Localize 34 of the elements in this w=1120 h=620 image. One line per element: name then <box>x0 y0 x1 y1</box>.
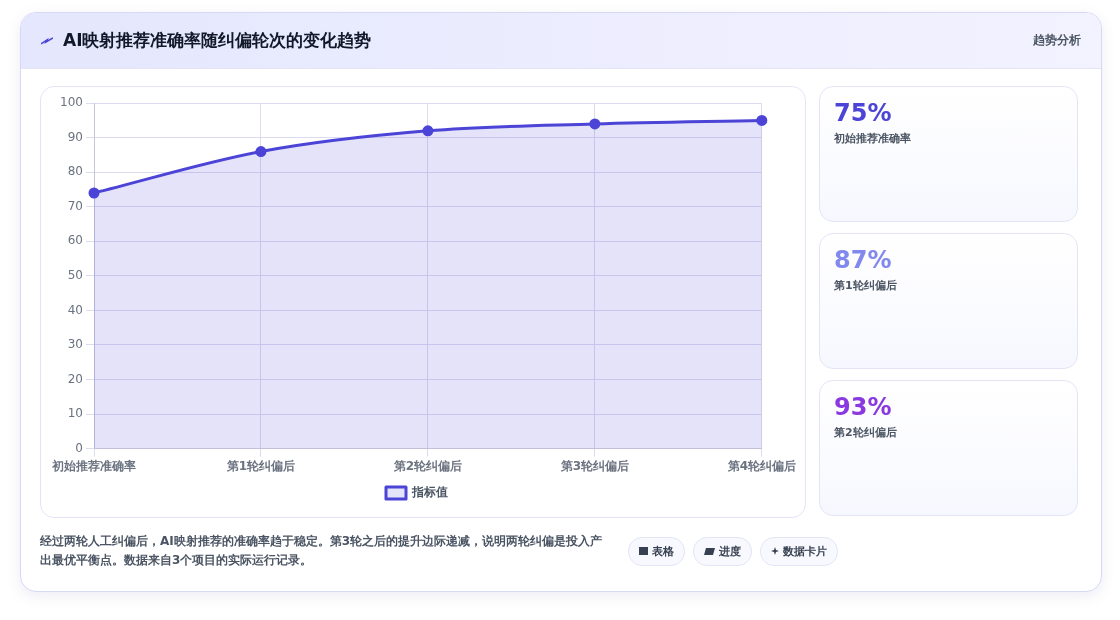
y-tick-label: 80 <box>67 164 83 179</box>
y-tick-label: 70 <box>67 198 83 213</box>
point <box>756 114 768 126</box>
y-tick-label: 40 <box>67 302 83 317</box>
text: 第2轮纠偏后 <box>834 425 898 440</box>
y-tick-label: 100 <box>60 95 83 110</box>
text: 表格 <box>652 543 674 559</box>
text: 经过两轮人工纠偏后，AI映射推荐的准确率趋于稳定。第3轮之后的提升边际递减，说明两轮纠偏是投入产出最优平衡点。数据来自3个项目的实际运行记录。 <box>40 533 604 569</box>
text: 进度 <box>719 543 741 559</box>
text: 初始推荐准确率 <box>834 131 912 146</box>
chart-title: AI映射推荐准确率随纠偏轮次的变化趋势 <box>63 29 372 52</box>
point <box>88 187 100 199</box>
y-tick-label: 90 <box>67 129 83 144</box>
text: 趋势分析 <box>1033 32 1081 49</box>
x-tick-label: 第2轮纠偏后 <box>392 458 463 473</box>
point <box>589 118 601 130</box>
y-tick-label: 0 <box>75 440 83 455</box>
x-tick-label: 第3轮纠偏后 <box>559 458 630 473</box>
y-tick-label: 20 <box>67 371 83 386</box>
text: 第1轮纠偏后 <box>834 278 898 293</box>
x-tick-label: 初始推荐准确率 <box>51 458 136 473</box>
text: 数据卡片 <box>783 543 827 559</box>
text: 93% <box>834 393 893 421</box>
x-tick-label: 第1轮纠偏后 <box>225 458 296 473</box>
point <box>255 146 267 158</box>
text: 75% <box>834 99 893 127</box>
text: 87% <box>834 246 893 274</box>
x-tick-label: 第4轮纠偏后 <box>726 458 796 473</box>
y-tick-label: 30 <box>67 337 83 352</box>
point <box>422 125 434 137</box>
y-tick-label: 50 <box>67 268 83 283</box>
legend-label: 指标值 <box>411 485 448 500</box>
y-tick-label: 60 <box>67 233 83 248</box>
y-tick-label: 10 <box>67 406 83 421</box>
